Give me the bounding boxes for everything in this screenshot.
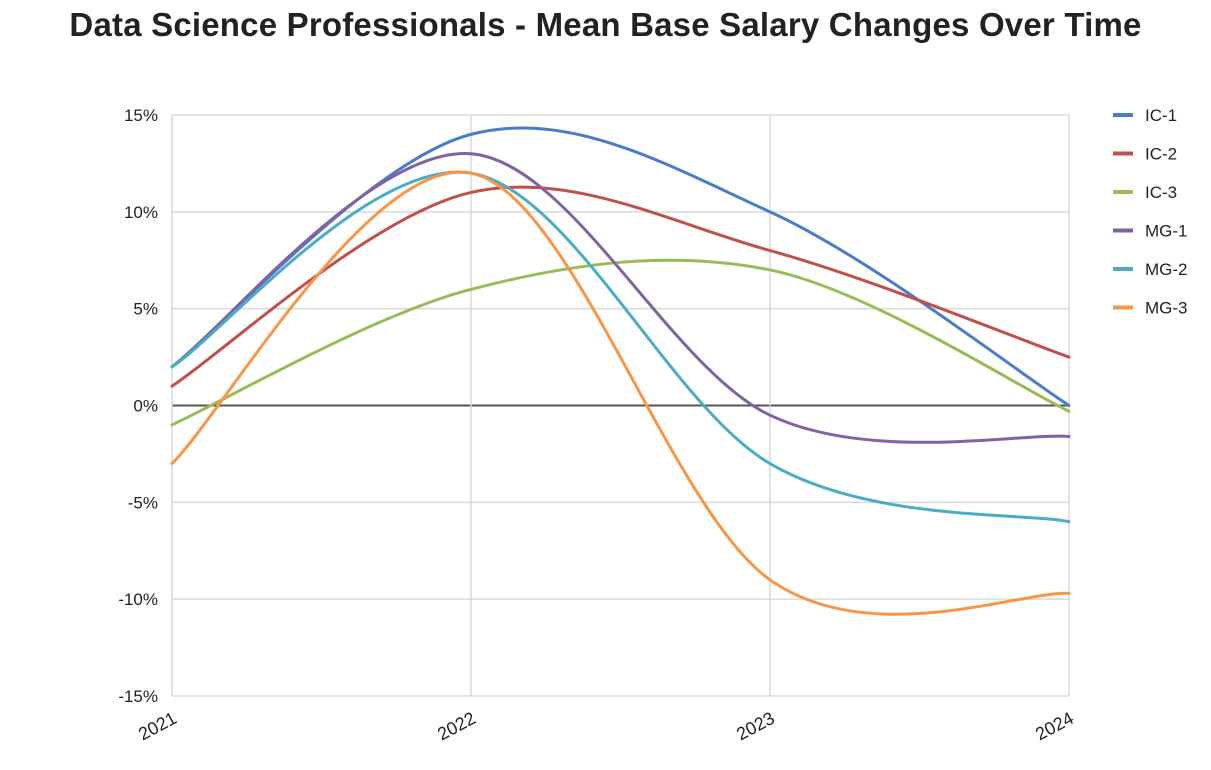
x-tick-label: 2024	[1032, 708, 1077, 744]
x-axis-ticks: 2021 2022 2023 2024	[135, 708, 1077, 744]
legend-label: MG-1	[1145, 222, 1188, 241]
series-line-ic-1	[170, 126, 1071, 407]
x-tick-label: 2023	[733, 708, 778, 744]
legend-label: IC-2	[1145, 145, 1177, 164]
y-tick-label: 15%	[124, 106, 158, 125]
y-tick-label: 0%	[133, 397, 158, 416]
series-lines	[170, 126, 1071, 616]
y-tick-label: -5%	[128, 493, 158, 512]
legend-label: IC-3	[1145, 183, 1177, 202]
legend: IC-1 IC-2 IC-3 MG-1 MG-2 MG-3	[1113, 106, 1188, 318]
series-line-ic-3	[170, 258, 1071, 427]
legend-label: IC-1	[1145, 106, 1177, 125]
y-tick-label: 10%	[124, 203, 158, 222]
x-tick-label: 2021	[135, 708, 180, 744]
chart-title: Data Science Professionals - Mean Base S…	[69, 6, 1142, 43]
series-line-mg-1	[170, 152, 1071, 444]
legend-label: MG-3	[1145, 299, 1188, 318]
x-tick-label: 2022	[434, 708, 479, 744]
series-line-mg-3	[170, 170, 1071, 616]
y-tick-label: -10%	[118, 590, 158, 609]
y-tick-label: 5%	[133, 300, 158, 319]
series-line-mg-2	[170, 170, 1071, 524]
series-line-ic-2	[170, 185, 1071, 388]
y-tick-label: -15%	[118, 687, 158, 706]
y-axis-ticks: 15% 10% 5% 0% -5% -10% -15%	[118, 106, 158, 706]
legend-label: MG-2	[1145, 260, 1188, 279]
